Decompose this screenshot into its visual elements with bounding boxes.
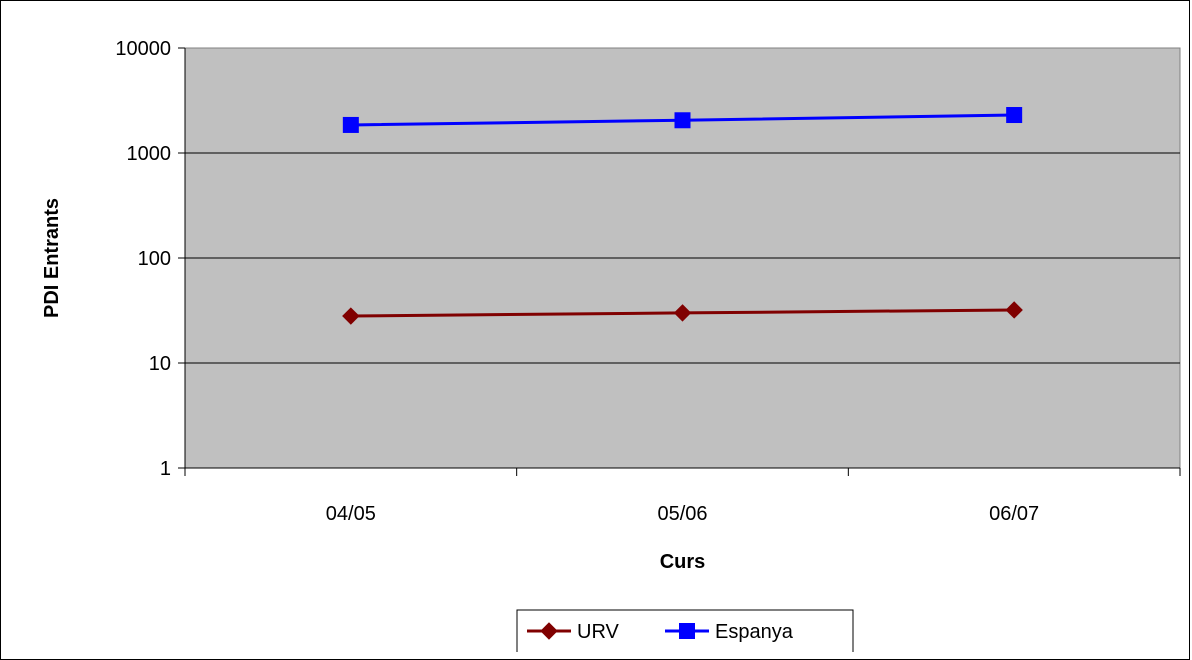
- y-axis-title: PDI Entrants: [41, 198, 63, 318]
- x-axis-title: Curs: [660, 551, 706, 573]
- x-tick-label: 05/06: [657, 503, 707, 525]
- series-espanya: [342, 107, 1023, 133]
- series-layer: [342, 107, 1023, 325]
- axes: 1 10 100 1000 10000 04/05 05/06 06/07: [115, 38, 1181, 525]
- data-point-urv: [1005, 301, 1023, 319]
- y-tick-label: 1000: [127, 143, 172, 165]
- y-tick-label: 10000: [115, 38, 171, 60]
- data-point-espanya: [342, 116, 359, 133]
- data-point-espanya: [674, 112, 691, 129]
- data-point-urv: [342, 307, 360, 325]
- legend-label-espanya: Espanya: [715, 621, 794, 643]
- data-point-espanya: [1006, 107, 1023, 124]
- series-urv: [342, 301, 1023, 325]
- y-tick-label: 10: [149, 353, 171, 375]
- legend-marker-espanya: [679, 623, 695, 639]
- y-tick-label: 100: [138, 248, 171, 270]
- legend: URV Espanya: [516, 609, 854, 652]
- x-tick-label: 06/07: [989, 503, 1039, 525]
- y-tick-label: 1: [160, 458, 171, 480]
- data-point-urv: [673, 304, 692, 322]
- x-tick-label: 04/05: [326, 503, 376, 525]
- legend-label-urv: URV: [577, 621, 620, 643]
- legend-marker-urv: [540, 622, 558, 640]
- grid-lines: [185, 152, 1180, 364]
